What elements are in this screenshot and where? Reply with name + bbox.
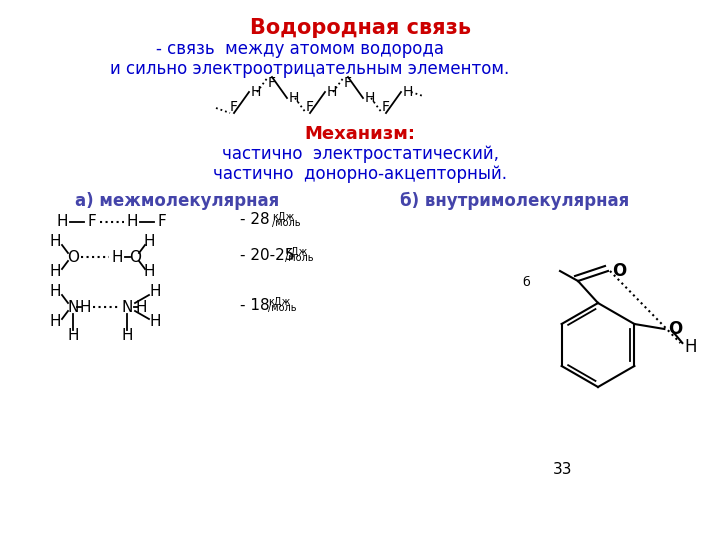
Text: 33: 33 — [553, 462, 572, 477]
Text: кДж: кДж — [285, 247, 307, 257]
Text: F: F — [88, 214, 96, 230]
Text: - 18: - 18 — [240, 298, 269, 313]
Text: кДж: кДж — [268, 297, 290, 307]
Text: H: H — [67, 327, 78, 342]
Text: H: H — [143, 234, 155, 249]
Text: H: H — [49, 285, 60, 300]
Text: H: H — [112, 249, 122, 265]
Text: H: H — [143, 265, 155, 280]
Text: H: H — [79, 300, 91, 314]
Text: H: H — [135, 300, 147, 314]
Text: F: F — [306, 100, 314, 114]
Text: H: H — [403, 85, 413, 99]
Text: F: F — [158, 214, 166, 230]
Text: а) межмолекулярная: а) межмолекулярная — [75, 192, 279, 210]
Text: б) внутримолекулярная: б) внутримолекулярная — [400, 192, 629, 210]
Text: H: H — [149, 285, 161, 300]
Text: кДж: кДж — [272, 212, 294, 222]
Text: H: H — [289, 91, 300, 105]
Text: Водородная связь: Водородная связь — [250, 18, 470, 38]
Text: /моль: /моль — [268, 303, 297, 313]
Text: O: O — [668, 320, 683, 338]
Text: - 28: - 28 — [240, 213, 269, 227]
Text: /моль: /моль — [285, 253, 313, 263]
Text: O: O — [612, 262, 626, 280]
Text: Механизм:: Механизм: — [305, 125, 415, 143]
Text: частично  электростатический,: частично электростатический, — [222, 145, 498, 163]
Text: частично  донорно-акцепторный.: частично донорно-акцепторный. — [213, 165, 507, 183]
Text: и сильно электроотрицательным элементом.: и сильно электроотрицательным элементом. — [110, 60, 510, 78]
Text: - связь  между атомом водорода: - связь между атомом водорода — [156, 40, 444, 58]
Text: F: F — [344, 76, 352, 90]
Text: H: H — [49, 265, 60, 280]
Text: F: F — [230, 100, 238, 114]
Text: O: O — [67, 249, 79, 265]
Text: H: H — [685, 338, 697, 356]
Text: H: H — [126, 214, 138, 230]
Text: - 20-25: - 20-25 — [240, 247, 294, 262]
Text: H: H — [327, 85, 338, 99]
Text: H: H — [49, 314, 60, 329]
Text: H: H — [121, 327, 132, 342]
Text: H: H — [149, 314, 161, 329]
Text: F: F — [382, 100, 390, 114]
Text: F: F — [268, 76, 276, 90]
Text: б: б — [522, 275, 530, 288]
Text: H: H — [251, 85, 261, 99]
Text: O: O — [129, 249, 141, 265]
Text: H: H — [365, 91, 375, 105]
Text: N: N — [121, 300, 132, 314]
Text: H: H — [49, 234, 60, 249]
Text: H: H — [56, 214, 68, 230]
Text: /моль: /моль — [272, 218, 300, 228]
Text: N: N — [67, 300, 78, 314]
